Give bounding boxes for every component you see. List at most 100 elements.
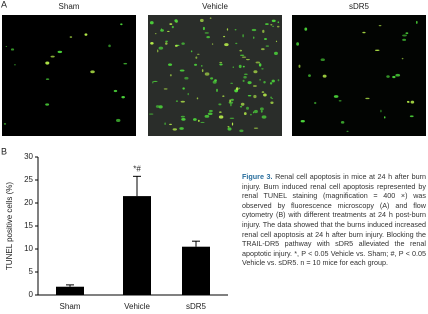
- y-tick-label: 15: [24, 221, 33, 230]
- fluorescent-spot: [211, 43, 214, 45]
- fluorescent-spot: [410, 100, 415, 104]
- x-tick-label: sDR5: [186, 302, 207, 311]
- fluorescent-spot: [247, 95, 252, 97]
- fluorescent-spot: [277, 79, 280, 82]
- fluorescent-spot: [223, 35, 226, 38]
- fluorescent-spot: [338, 100, 342, 102]
- fluorescent-spot: [346, 130, 349, 132]
- fluorescent-spot: [169, 74, 172, 77]
- fluorescent-spot: [120, 23, 123, 26]
- fluorescent-spot: [168, 63, 173, 66]
- fluorescent-spot: [57, 50, 63, 54]
- fluorescent-spot: [219, 61, 223, 64]
- fluorescent-spot: [242, 79, 245, 83]
- fluorescent-spot: [234, 29, 237, 31]
- fluorescent-spot: [179, 127, 184, 130]
- fluorescent-spot: [253, 127, 259, 129]
- fluorescent-spot: [262, 29, 265, 33]
- panel-label: A: [1, 0, 7, 9]
- fluorescent-spot: [197, 53, 200, 55]
- fluorescent-spot: [265, 45, 270, 47]
- fluorescent-spot: [154, 33, 157, 35]
- fluorescent-spot: [175, 20, 178, 23]
- fluorescent-spot: [209, 17, 212, 19]
- fluorescent-spot: [150, 41, 154, 45]
- fluorescent-spot: [194, 63, 198, 66]
- fluorescent-spot: [260, 110, 263, 113]
- y-tick-label: 5: [29, 267, 34, 276]
- fluorescent-spot: [113, 89, 118, 93]
- fluorescent-spot: [10, 48, 15, 51]
- fluorescent-spot: [274, 51, 278, 56]
- fluorescent-spot: [160, 28, 163, 31]
- significance-label: *#: [133, 164, 141, 173]
- image-label: Sham: [59, 2, 80, 11]
- fluorescent-spot: [270, 96, 272, 99]
- fluorescent-spot: [50, 55, 55, 58]
- fluorescent-spot: [395, 73, 401, 77]
- fluorescent-spot: [153, 80, 158, 82]
- fluorescent-spot: [250, 113, 252, 116]
- fluorescent-spot: [201, 65, 203, 67]
- fluorescent-spot: [227, 127, 232, 131]
- fluorescent-spot: [218, 103, 222, 106]
- fluorescent-spot: [165, 40, 168, 43]
- bar: [56, 286, 84, 295]
- fluorescent-spot: [241, 56, 247, 58]
- fluorescent-spot: [230, 82, 234, 84]
- fluorescent-spot: [230, 98, 234, 101]
- fluorescent-spot: [277, 21, 280, 24]
- fluorescent-spot: [253, 94, 257, 99]
- panel-label: B: [1, 146, 7, 156]
- fluorescent-spot: [14, 64, 16, 66]
- fluorescent-spot: [231, 122, 234, 126]
- fluorescent-spot: [198, 119, 200, 122]
- fluorescent-spot: [171, 25, 174, 29]
- micrograph: [148, 15, 282, 136]
- fluorescent-spot: [270, 24, 273, 26]
- fluorescent-spot: [247, 81, 252, 85]
- fluorescent-spot: [246, 106, 249, 110]
- fluorescent-spot: [172, 128, 177, 131]
- fluorescent-spot: [149, 113, 154, 115]
- fluorescent-spot: [276, 25, 280, 28]
- fluorescent-spot: [45, 78, 50, 80]
- fluorescent-spot: [5, 46, 8, 48]
- fluorescent-spot: [158, 46, 164, 50]
- fluorescent-spot: [158, 105, 163, 109]
- fluorescent-spot: [204, 32, 209, 34]
- caption-label: Figure 3.: [242, 172, 273, 181]
- fluorescent-spot: [229, 99, 232, 103]
- fluorescent-spot: [269, 82, 273, 85]
- fluorescent-spot: [235, 87, 239, 91]
- fluorescent-spot: [409, 115, 414, 118]
- fluorescent-spot: [243, 112, 247, 116]
- fluorescent-spot: [165, 42, 168, 45]
- fluorescent-spot: [168, 123, 173, 126]
- fluorescent-spot: [184, 76, 189, 80]
- fluorescent-spot: [222, 95, 225, 97]
- fluorescent-spot: [300, 120, 305, 123]
- fluorescent-spot: [239, 54, 245, 56]
- fluorescent-spot: [84, 33, 88, 36]
- fluorescent-spot: [230, 103, 232, 107]
- y-tick-label: 0: [29, 290, 34, 299]
- fluorescent-spot: [195, 56, 198, 59]
- fluorescent-spot: [386, 75, 390, 78]
- fluorescent-spot: [242, 34, 244, 38]
- fluorescent-spot: [263, 81, 266, 84]
- y-tick-label: 20: [24, 198, 33, 207]
- fluorescent-spot: [320, 58, 325, 62]
- fluorescent-spot: [206, 35, 210, 39]
- fluorescent-spot: [232, 66, 234, 68]
- fluorescent-spot: [244, 73, 248, 76]
- fluorescent-spot: [163, 88, 168, 90]
- fluorescent-spot: [304, 27, 308, 31]
- fluorescent-spot: [383, 116, 386, 119]
- fluorescent-spot: [116, 118, 121, 123]
- fluorescent-spot: [190, 50, 193, 53]
- micrograph: [2, 15, 136, 136]
- fluorescent-spot: [253, 109, 258, 114]
- fluorescent-spot: [157, 49, 159, 53]
